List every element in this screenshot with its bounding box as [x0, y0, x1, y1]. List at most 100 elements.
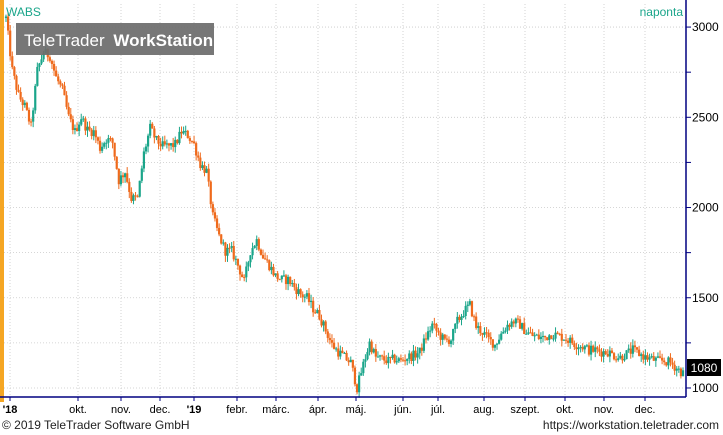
candle-down	[113, 142, 116, 157]
candle-down	[671, 362, 674, 365]
candle-up	[245, 266, 248, 278]
candle-down	[19, 91, 22, 100]
candle-up	[335, 348, 338, 350]
candle-up	[360, 373, 363, 376]
svg-text:TeleTrader WorkStation: TeleTrader WorkStation	[24, 31, 213, 50]
y-tick-label: 2000	[692, 201, 719, 215]
candle-down	[470, 301, 474, 317]
candle-down	[295, 287, 298, 294]
candle-down	[458, 316, 461, 320]
candle-up	[169, 143, 173, 146]
candle-down	[111, 138, 114, 143]
candle-up	[222, 242, 225, 244]
candle-up	[364, 359, 367, 362]
candle-down	[518, 319, 522, 329]
candle-down	[172, 143, 175, 148]
last-price-marker: 1080	[687, 359, 721, 376]
candle-up	[462, 316, 465, 318]
candle-up	[397, 358, 400, 362]
candle-up	[161, 141, 164, 147]
y-tick-label: 1500	[692, 291, 719, 305]
candle-up	[552, 338, 555, 340]
candle-up	[286, 276, 290, 285]
candle-up	[585, 345, 588, 347]
candle-up	[466, 304, 469, 306]
candle-up	[165, 143, 168, 145]
candle-down	[276, 273, 279, 280]
candle-down	[485, 332, 488, 334]
candle-down	[435, 323, 438, 331]
candle-down	[90, 129, 93, 137]
candle-up	[226, 247, 229, 256]
candle-down	[61, 84, 64, 86]
last-price-box	[687, 359, 721, 376]
candle-down	[48, 57, 51, 61]
candle-up	[583, 346, 586, 350]
candle-up	[681, 370, 685, 377]
source-url[interactable]: https://workstation.teletrader.com	[542, 418, 719, 432]
candle-down	[52, 63, 56, 71]
x-tick-label: nov.	[594, 404, 614, 416]
candle-down	[658, 356, 662, 358]
candle-down	[389, 356, 392, 358]
candle-down	[543, 335, 547, 338]
candle-down	[98, 140, 102, 151]
candle-down	[67, 106, 70, 115]
candle-up	[32, 110, 35, 122]
candle-down	[324, 321, 327, 332]
candle-up	[617, 358, 620, 360]
candle-up	[368, 341, 371, 352]
candle-up	[554, 332, 557, 339]
candle-down	[241, 274, 244, 278]
candle-up	[408, 353, 411, 359]
candle-down	[661, 357, 664, 361]
candle-down	[629, 348, 632, 354]
candle-down	[355, 384, 359, 393]
candle-up	[627, 348, 630, 351]
candle-up	[650, 356, 653, 358]
candle-down	[203, 165, 206, 173]
candle-down	[159, 143, 162, 147]
candle-up	[205, 168, 208, 173]
candle-down	[117, 168, 120, 185]
candle-down	[261, 254, 265, 259]
candle-up	[274, 273, 277, 276]
candle-down	[180, 131, 183, 134]
candle-down	[71, 119, 74, 130]
candle-up	[452, 329, 455, 341]
candle-up	[376, 356, 380, 358]
candle-up	[510, 321, 513, 327]
candle-down	[437, 330, 440, 333]
candle-up	[140, 168, 143, 181]
candle-up	[577, 347, 580, 350]
candle-up	[602, 351, 605, 357]
candle-down	[424, 338, 428, 340]
candle-up	[38, 63, 41, 67]
candle-down	[401, 359, 405, 361]
candle-down	[15, 75, 18, 90]
candle-up	[378, 355, 382, 357]
candle-up	[483, 332, 486, 335]
candle-down	[192, 141, 196, 144]
candle-up	[73, 128, 77, 130]
last-price-label: 1080	[691, 361, 718, 375]
candle-down	[420, 347, 423, 351]
candle-down	[410, 353, 413, 361]
candle-up	[449, 340, 453, 344]
candle-down	[447, 339, 451, 344]
candle-down	[472, 316, 476, 318]
candle-down	[190, 140, 194, 142]
candle-up	[502, 331, 505, 334]
period-label: naponta	[640, 5, 684, 19]
candle-down	[550, 335, 553, 339]
watermark: TeleTrader WorkStation	[16, 23, 214, 55]
candle-down	[652, 356, 655, 361]
candle-up	[431, 323, 434, 331]
candle-up	[149, 123, 152, 136]
candle-up	[184, 130, 187, 132]
candle-up	[280, 275, 283, 280]
candle-down	[673, 364, 676, 371]
candle-up	[253, 245, 256, 249]
candle-down	[272, 266, 275, 276]
